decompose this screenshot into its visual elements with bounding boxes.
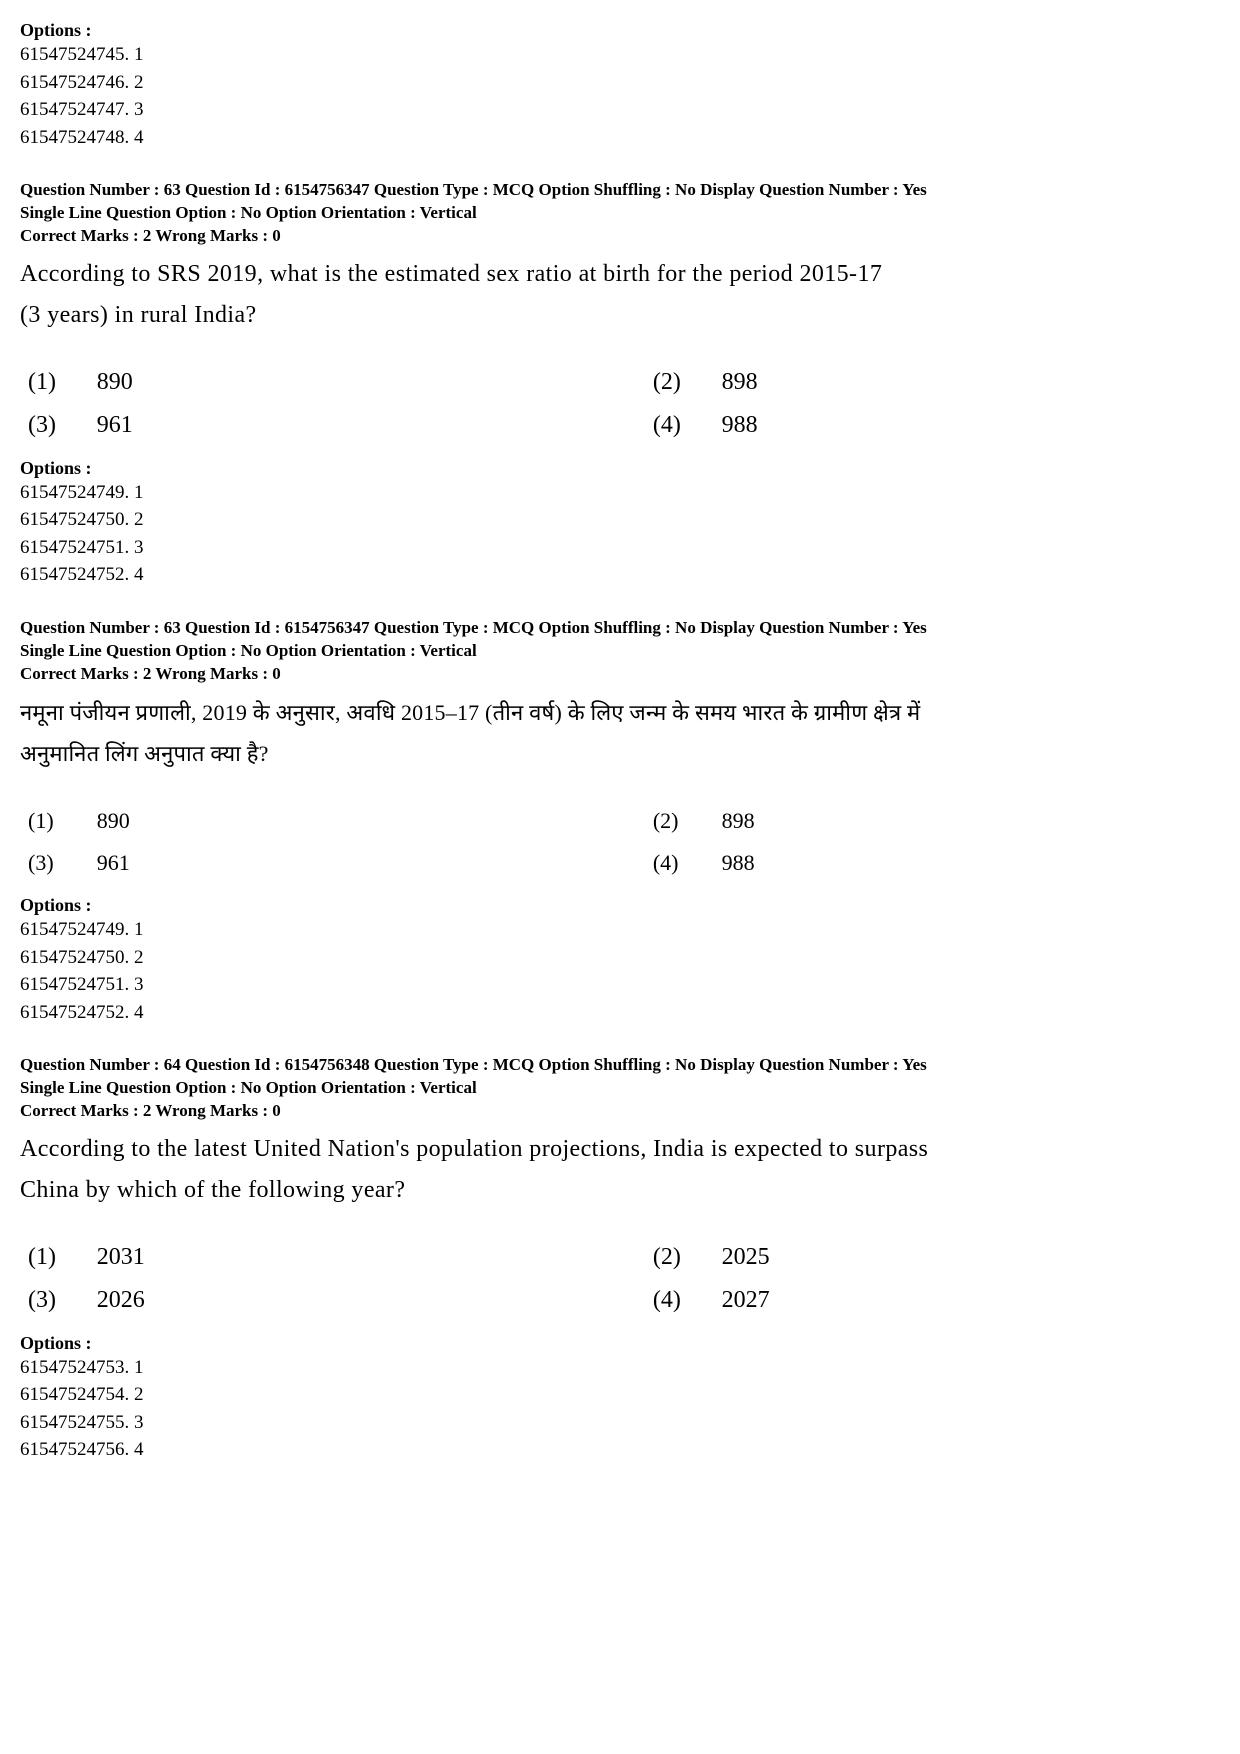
meta-line: Correct Marks : 2 Wrong Marks : 0 [20,1100,1220,1123]
choice-value: 898 [721,368,1220,397]
choice-value: 890 [96,807,595,835]
option-id-line: 61547524751. 3 [20,534,1220,562]
choice-value: 2027 [721,1286,1220,1315]
meta-line: Single Line Question Option : No Option … [20,1077,1220,1100]
choice-value: 898 [721,807,1220,835]
option-id-line: 61547524750. 2 [20,944,1220,972]
question-meta: Question Number : 64 Question Id : 61547… [20,1054,1220,1123]
choice-number: (2) [645,807,721,835]
option-id-line: 61547524750. 2 [20,506,1220,534]
question-text-line: नमूना पंजीयन प्रणाली, 2019 के अनुसार, अव… [20,692,1220,734]
choice-number: (4) [645,411,721,440]
choice-number: (3) [20,849,96,877]
question-text-line: China by which of the following year? [20,1170,1220,1211]
choice-number: (3) [20,1286,96,1315]
choice-number: (1) [20,807,96,835]
question-meta: Question Number : 63 Question Id : 61547… [20,179,1220,248]
option-id-line: 61547524756. 4 [20,1436,1220,1464]
choice-number: (2) [645,1243,721,1272]
choice-value: 961 [96,411,595,440]
choice-value: 2025 [721,1243,1220,1272]
question-text-line: According to SRS 2019, what is the estim… [20,254,1220,295]
meta-line: Correct Marks : 2 Wrong Marks : 0 [20,225,1220,248]
choice-value: 961 [96,849,595,877]
choice-number: (4) [645,849,721,877]
question-text-line: अनुमानित लिंग अनुपात क्या है? [20,733,1220,775]
meta-line: Question Number : 63 Question Id : 61547… [20,179,1220,202]
choice-number: (4) [645,1286,721,1315]
choice-value: 890 [96,368,595,397]
question-text-line: According to the latest United Nation's … [20,1129,1220,1170]
meta-line: Question Number : 63 Question Id : 61547… [20,617,1220,640]
choice-table: (1) 890 (2) 898 (3) 961 (4) 988 [20,793,1220,891]
meta-line: Single Line Question Option : No Option … [20,640,1220,663]
options-header: Options : [20,1333,1220,1354]
option-id-line: 61547524748. 4 [20,124,1220,152]
option-id-line: 61547524747. 3 [20,96,1220,124]
choice-number: (1) [20,1243,96,1272]
meta-line: Question Number : 64 Question Id : 61547… [20,1054,1220,1077]
question-body: नमूना पंजीयन प्रणाली, 2019 के अनुसार, अव… [20,692,1220,892]
option-id-line: 61547524751. 3 [20,971,1220,999]
choice-table: (1) 2031 (2) 2025 (3) 2026 (4) 2027 [20,1229,1220,1329]
question-body: According to SRS 2019, what is the estim… [20,254,1220,454]
option-id-line: 61547524746. 2 [20,69,1220,97]
option-id-line: 61547524754. 2 [20,1381,1220,1409]
choice-value: 2026 [96,1286,595,1315]
option-id-line: 61547524753. 1 [20,1354,1220,1382]
question-text-line: (3 years) in rural India? [20,295,1220,336]
options-header: Options : [20,895,1220,916]
choice-number: (2) [645,368,721,397]
option-id-line: 61547524745. 1 [20,41,1220,69]
option-id-line: 61547524752. 4 [20,999,1220,1027]
option-id-line: 61547524755. 3 [20,1409,1220,1437]
choice-number: (3) [20,411,96,440]
option-id-line: 61547524752. 4 [20,561,1220,589]
option-id-line: 61547524749. 1 [20,916,1220,944]
options-header: Options : [20,20,1220,41]
question-body: According to the latest United Nation's … [20,1129,1220,1329]
choice-value: 2031 [96,1243,595,1272]
choice-number: (1) [20,368,96,397]
choice-value: 988 [721,849,1220,877]
choice-value: 988 [721,411,1220,440]
choice-table: (1) 890 (2) 898 (3) 961 (4) 988 [20,354,1220,454]
options-header: Options : [20,458,1220,479]
meta-line: Single Line Question Option : No Option … [20,202,1220,225]
meta-line: Correct Marks : 2 Wrong Marks : 0 [20,663,1220,686]
question-meta: Question Number : 63 Question Id : 61547… [20,617,1220,686]
option-id-line: 61547524749. 1 [20,479,1220,507]
